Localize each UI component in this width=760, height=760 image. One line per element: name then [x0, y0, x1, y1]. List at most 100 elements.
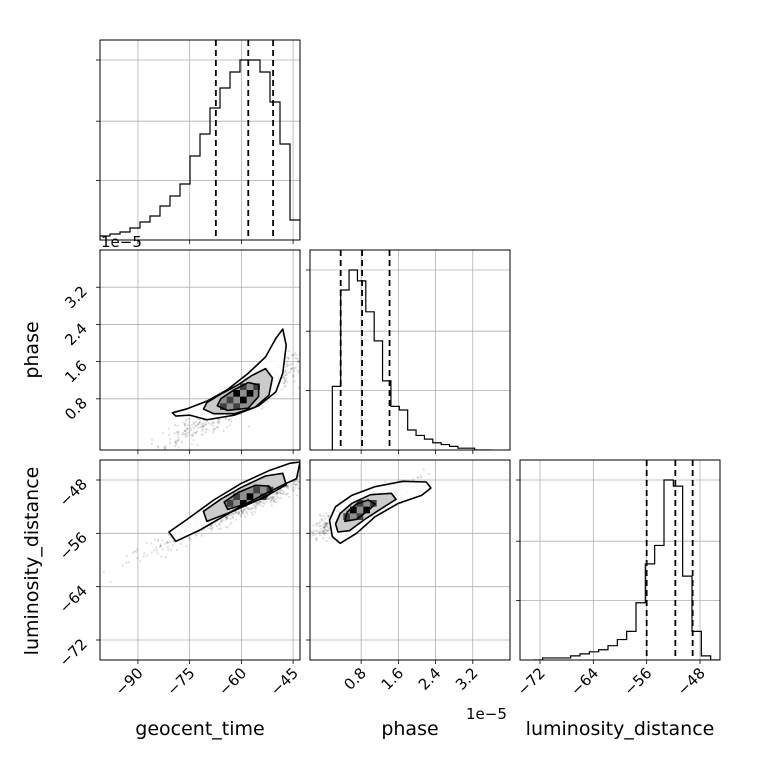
offset-label-geocent-top: 1e−5	[101, 233, 142, 251]
scatter-point	[288, 495, 291, 499]
scatter-point	[195, 534, 198, 537]
scatter-point	[224, 517, 227, 520]
scatter-point	[283, 385, 286, 388]
scatter-point	[322, 529, 325, 533]
scatter-point	[301, 367, 303, 369]
scatter-point	[287, 371, 290, 374]
scatter-point	[323, 532, 326, 536]
scatter-point	[274, 497, 277, 501]
scatter-point	[155, 546, 158, 549]
scatter-point	[280, 388, 283, 391]
scatter-point	[166, 545, 169, 548]
scatter-point	[297, 360, 300, 363]
scatter-point	[185, 427, 188, 430]
scatter-point	[248, 508, 251, 511]
scatter-point	[289, 370, 292, 374]
scatter-point	[294, 352, 297, 355]
scatter-point	[332, 461, 334, 463]
scatter-point	[216, 426, 219, 429]
scatter-point	[416, 476, 419, 479]
scatter-point	[294, 356, 297, 359]
scatter-point	[202, 424, 205, 427]
scatter-point	[275, 501, 278, 504]
scatter-point	[318, 358, 320, 360]
scatter-point	[258, 500, 261, 503]
scatter-point	[211, 526, 214, 529]
scatter-point	[306, 485, 308, 487]
scatter-point	[327, 514, 330, 518]
scatter-point	[325, 523, 328, 526]
scatter-point	[224, 526, 227, 529]
scatter-point	[197, 422, 200, 425]
scatter-point	[305, 473, 307, 475]
scatter-point	[284, 493, 287, 496]
scatter-point	[127, 561, 130, 564]
scatter-point	[184, 433, 187, 436]
scatter-point	[282, 381, 286, 384]
scatter-point	[174, 444, 177, 448]
scatter-point	[170, 548, 173, 551]
pair-panel-phase-vs-luminosity_distance	[301, 459, 511, 664]
scatter-point	[168, 433, 171, 436]
scatter-point	[183, 433, 186, 436]
scatter-point	[325, 523, 328, 526]
scatter-point	[319, 464, 321, 466]
scatter-point	[328, 537, 331, 540]
scatter-point	[177, 439, 180, 442]
contour-fill-level-2	[344, 500, 376, 522]
scatter-point	[136, 556, 139, 560]
scatter-point	[161, 548, 164, 551]
y-tick-label-phase: 0.8	[61, 394, 91, 424]
scatter-point	[177, 438, 180, 442]
scatter-point	[196, 424, 199, 427]
scatter-point	[323, 354, 325, 356]
scatter-point	[252, 503, 255, 506]
scatter-point	[325, 528, 328, 532]
scatter-point	[277, 491, 280, 494]
scatter-point	[150, 542, 153, 545]
scatter-point	[205, 420, 209, 423]
scatter-point	[246, 507, 249, 510]
scatter-point	[303, 479, 305, 481]
panel-frame	[99, 39, 301, 241]
scatter-point	[203, 528, 206, 531]
scatter-point	[222, 429, 225, 432]
scatter-point	[256, 503, 259, 506]
scatter-point	[184, 419, 188, 422]
scatter-point	[303, 475, 305, 477]
scatter-point	[194, 431, 197, 435]
scatter-point	[253, 504, 256, 508]
scatter-point	[293, 367, 296, 370]
scatter-point	[322, 526, 325, 530]
scatter-point	[195, 430, 199, 433]
scatter-point	[324, 524, 327, 527]
scatter-point	[172, 544, 175, 547]
scatter-point	[184, 430, 187, 433]
scatter-point	[257, 502, 261, 505]
contour-line-level-2	[344, 499, 376, 523]
marginal-panel-phase	[306, 249, 511, 454]
scatter-point	[224, 518, 228, 521]
scatter-point	[297, 371, 300, 374]
scatter-point	[316, 334, 318, 336]
scatter-point	[316, 522, 319, 525]
scatter-point	[150, 438, 154, 442]
scatter-point	[164, 555, 168, 559]
scatter-point	[160, 455, 162, 457]
scatter-point	[186, 434, 189, 437]
scatter-point	[324, 532, 327, 535]
scatter-point	[184, 435, 188, 438]
scatter-point	[192, 421, 195, 424]
scatter-point	[334, 344, 336, 346]
scatter-point	[271, 498, 274, 501]
scatter-point	[291, 354, 295, 357]
scatter-point	[237, 510, 240, 513]
scatter-point	[301, 535, 303, 537]
scatter-point	[296, 369, 300, 372]
scatter-point	[182, 421, 186, 424]
panel-frame	[519, 459, 721, 661]
scatter-point	[187, 431, 190, 434]
scatter-point	[346, 451, 348, 453]
scatter-point	[265, 501, 268, 504]
scatter-point	[164, 542, 167, 545]
